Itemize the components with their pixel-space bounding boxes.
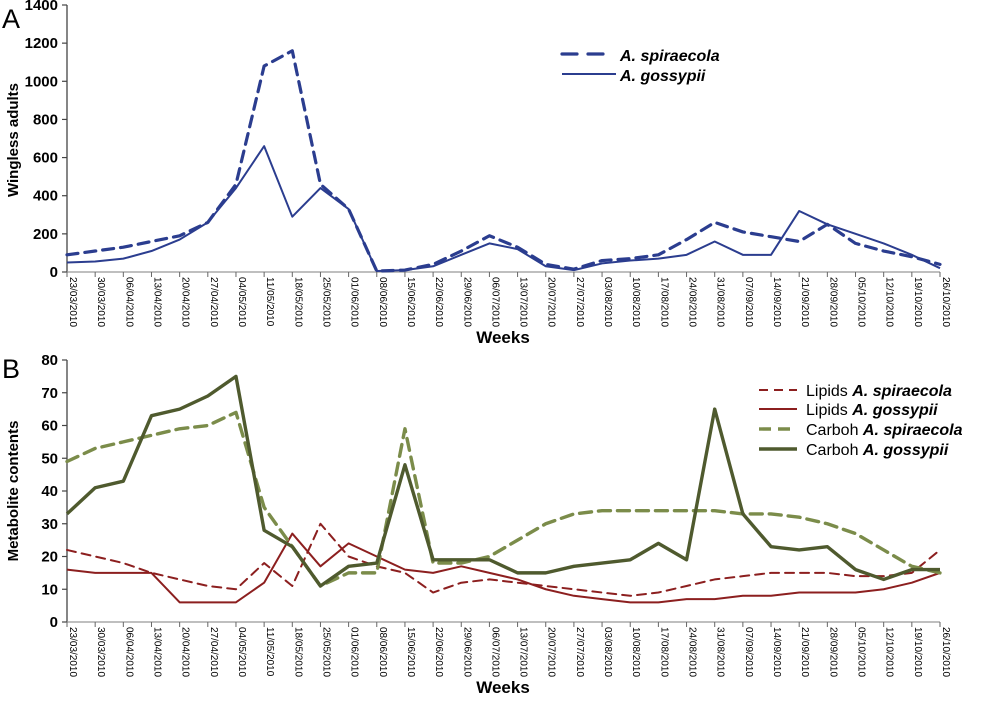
- svg-text:Weeks: Weeks: [476, 678, 530, 697]
- svg-text:08/06/2010: 08/06/2010: [377, 277, 388, 327]
- svg-text:24/08/2010: 24/08/2010: [687, 627, 698, 677]
- svg-text:01/06/2010: 01/06/2010: [349, 277, 360, 327]
- svg-text:1400: 1400: [25, 0, 58, 14]
- svg-text:22/06/2010: 22/06/2010: [433, 627, 444, 677]
- svg-text:06/07/2010: 06/07/2010: [489, 277, 500, 327]
- svg-text:17/08/2010: 17/08/2010: [658, 277, 669, 327]
- svg-text:600: 600: [33, 150, 58, 167]
- svg-text:Carboh A. spiraecola: Carboh A. spiraecola: [806, 422, 963, 439]
- svg-text:13/07/2010: 13/07/2010: [518, 277, 529, 327]
- svg-text:27/04/2010: 27/04/2010: [208, 627, 219, 677]
- svg-text:23/03/2010: 23/03/2010: [67, 627, 78, 677]
- svg-text:29/06/2010: 29/06/2010: [461, 627, 472, 677]
- svg-text:03/08/2010: 03/08/2010: [602, 277, 613, 327]
- svg-text:31/08/2010: 31/08/2010: [715, 277, 726, 327]
- svg-text:15/06/2010: 15/06/2010: [405, 277, 416, 327]
- svg-text:22/06/2010: 22/06/2010: [433, 277, 444, 327]
- svg-text:Carboh A. gossypii: Carboh A. gossypii: [806, 442, 949, 459]
- svg-text:17/08/2010: 17/08/2010: [658, 627, 669, 677]
- svg-text:11/05/2010: 11/05/2010: [264, 627, 275, 677]
- svg-text:20: 20: [41, 549, 58, 566]
- svg-text:25/05/2010: 25/05/2010: [320, 277, 331, 327]
- svg-text:Lipids A. gossypii: Lipids A. gossypii: [806, 402, 938, 419]
- svg-text:03/08/2010: 03/08/2010: [602, 627, 613, 677]
- svg-text:20/04/2010: 20/04/2010: [180, 277, 191, 327]
- svg-text:80: 80: [41, 352, 58, 369]
- svg-text:29/06/2010: 29/06/2010: [461, 277, 472, 327]
- svg-text:27/07/2010: 27/07/2010: [574, 277, 585, 327]
- svg-text:04/05/2010: 04/05/2010: [236, 277, 247, 327]
- svg-text:18/05/2010: 18/05/2010: [292, 277, 303, 327]
- svg-text:06/04/2010: 06/04/2010: [123, 277, 134, 327]
- svg-text:21/09/2010: 21/09/2010: [799, 277, 810, 327]
- svg-text:24/08/2010: 24/08/2010: [687, 277, 698, 327]
- svg-text:12/10/2010: 12/10/2010: [884, 277, 895, 327]
- svg-text:26/10/2010: 26/10/2010: [940, 627, 951, 677]
- svg-text:19/10/2010: 19/10/2010: [912, 277, 923, 327]
- svg-text:30/03/2010: 30/03/2010: [95, 277, 106, 327]
- svg-text:30: 30: [41, 516, 58, 533]
- svg-text:15/06/2010: 15/06/2010: [405, 627, 416, 677]
- svg-text:28/09/2010: 28/09/2010: [827, 627, 838, 677]
- svg-text:04/05/2010: 04/05/2010: [236, 627, 247, 677]
- svg-text:21/09/2010: 21/09/2010: [799, 627, 810, 677]
- svg-text:28/09/2010: 28/09/2010: [827, 277, 838, 327]
- svg-text:06/07/2010: 06/07/2010: [489, 627, 500, 677]
- svg-text:200: 200: [33, 226, 58, 243]
- svg-text:10: 10: [41, 581, 58, 598]
- svg-text:13/04/2010: 13/04/2010: [151, 277, 162, 327]
- svg-text:06/04/2010: 06/04/2010: [123, 627, 134, 677]
- svg-text:27/04/2010: 27/04/2010: [208, 277, 219, 327]
- svg-text:10/08/2010: 10/08/2010: [630, 627, 641, 677]
- svg-text:40: 40: [41, 483, 58, 500]
- svg-text:14/09/2010: 14/09/2010: [771, 627, 782, 677]
- svg-text:0: 0: [50, 264, 58, 281]
- svg-text:11/05/2010: 11/05/2010: [264, 277, 275, 327]
- svg-text:12/10/2010: 12/10/2010: [884, 627, 895, 677]
- svg-text:1200: 1200: [25, 35, 58, 52]
- svg-text:13/04/2010: 13/04/2010: [151, 627, 162, 677]
- svg-text:30/03/2010: 30/03/2010: [95, 627, 106, 677]
- svg-text:08/06/2010: 08/06/2010: [377, 627, 388, 677]
- svg-text:26/10/2010: 26/10/2010: [940, 277, 951, 327]
- svg-text:13/07/2010: 13/07/2010: [518, 627, 529, 677]
- svg-text:400: 400: [33, 188, 58, 205]
- svg-text:20/07/2010: 20/07/2010: [546, 277, 557, 327]
- svg-text:19/10/2010: 19/10/2010: [912, 627, 923, 677]
- svg-text:23/03/2010: 23/03/2010: [67, 277, 78, 327]
- svg-text:05/10/2010: 05/10/2010: [856, 627, 867, 677]
- svg-text:1000: 1000: [25, 73, 58, 90]
- svg-text:20/04/2010: 20/04/2010: [180, 627, 191, 677]
- svg-text:A. spiraecola: A. spiraecola: [619, 48, 720, 65]
- svg-text:10/08/2010: 10/08/2010: [630, 277, 641, 327]
- svg-text:05/10/2010: 05/10/2010: [856, 277, 867, 327]
- svg-text:07/09/2010: 07/09/2010: [743, 277, 754, 327]
- svg-text:20/07/2010: 20/07/2010: [546, 627, 557, 677]
- svg-text:Weeks: Weeks: [476, 328, 530, 347]
- svg-text:07/09/2010: 07/09/2010: [743, 627, 754, 677]
- svg-text:60: 60: [41, 418, 58, 435]
- svg-text:Metabolite contents: Metabolite contents: [5, 421, 22, 562]
- svg-text:14/09/2010: 14/09/2010: [771, 277, 782, 327]
- svg-text:31/08/2010: 31/08/2010: [715, 627, 726, 677]
- svg-text:0: 0: [50, 614, 58, 631]
- svg-text:A. gossypii: A. gossypii: [619, 68, 706, 85]
- svg-text:800: 800: [33, 111, 58, 128]
- svg-text:27/07/2010: 27/07/2010: [574, 627, 585, 677]
- svg-text:18/05/2010: 18/05/2010: [292, 627, 303, 677]
- svg-text:50: 50: [41, 450, 58, 467]
- svg-text:70: 70: [41, 385, 58, 402]
- svg-text:A: A: [2, 4, 20, 34]
- svg-text:Lipids A. spiraecola: Lipids A. spiraecola: [806, 383, 952, 400]
- svg-text:25/05/2010: 25/05/2010: [320, 627, 331, 677]
- svg-text:B: B: [2, 354, 20, 384]
- svg-text:01/06/2010: 01/06/2010: [349, 627, 360, 677]
- svg-text:Wingless adults: Wingless adults: [5, 83, 22, 197]
